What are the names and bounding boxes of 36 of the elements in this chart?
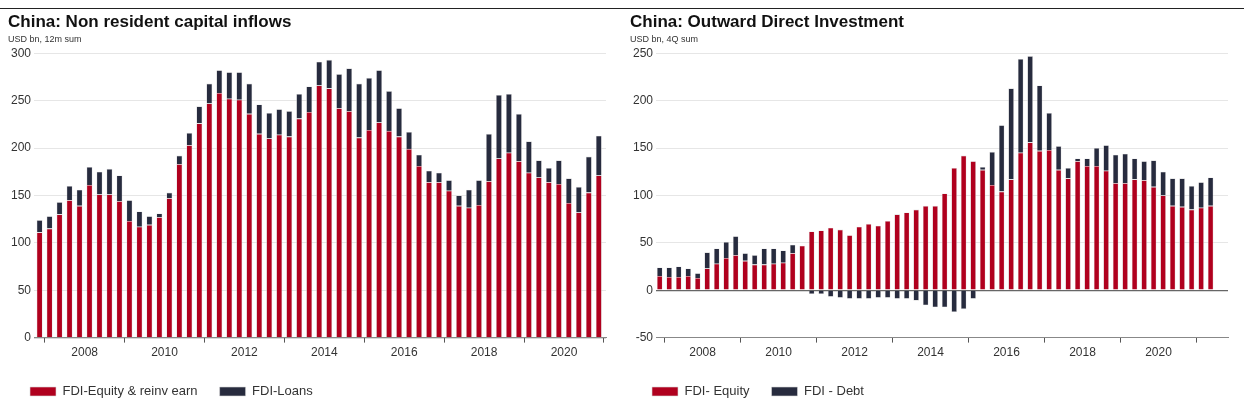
y-tick-label: 0 (646, 282, 654, 297)
y-tick-label: 0 (24, 329, 32, 344)
chart-title: China: Non resident capital inflows (8, 11, 292, 31)
y-tick-label: 100 (632, 187, 654, 202)
x-tick-label: 2018 (1069, 345, 1097, 360)
x-tick-label: 2008 (71, 345, 99, 360)
y-tick-label: 250 (10, 92, 32, 107)
y-tick-label: -50 (635, 329, 654, 344)
legend-label: FDI- Equity (684, 383, 751, 399)
x-tick-label: 2012 (841, 345, 869, 360)
y-tick-label: 200 (10, 140, 32, 155)
legend-label: FDI-Loans (252, 383, 314, 399)
text: USD bn, 4Q sum (630, 34, 699, 45)
x-tick-label: 2010 (765, 345, 793, 360)
y-tick-label: 300 (10, 45, 32, 60)
x-tick-label: 2020 (550, 345, 578, 360)
y-tick-label: 200 (632, 92, 654, 107)
text: USD bn, 12m sum (8, 34, 82, 45)
x-tick-label: 2020 (1145, 345, 1173, 360)
y-tick-label: 150 (10, 187, 32, 202)
y-tick-label: 50 (17, 282, 32, 297)
y-tick-label: 100 (10, 235, 32, 250)
y-tick-label: 50 (639, 235, 654, 250)
legend-label: FDI-Equity & reinv earn (62, 383, 198, 399)
legend-label: FDI - Debt (804, 383, 865, 399)
x-tick-label: 2008 (689, 345, 717, 360)
x-tick-label: 2014 (917, 345, 945, 360)
y-tick-label: 150 (632, 140, 654, 155)
x-tick-label: 2018 (470, 345, 498, 360)
x-tick-label: 2014 (310, 345, 338, 360)
x-tick-label: 2016 (993, 345, 1021, 360)
chart-title: China: Outward Direct Investment (630, 11, 905, 31)
x-tick-label: 2016 (390, 345, 418, 360)
y-tick-label: 250 (632, 45, 654, 60)
x-tick-label: 2010 (151, 345, 179, 360)
x-tick-label: 2012 (231, 345, 259, 360)
